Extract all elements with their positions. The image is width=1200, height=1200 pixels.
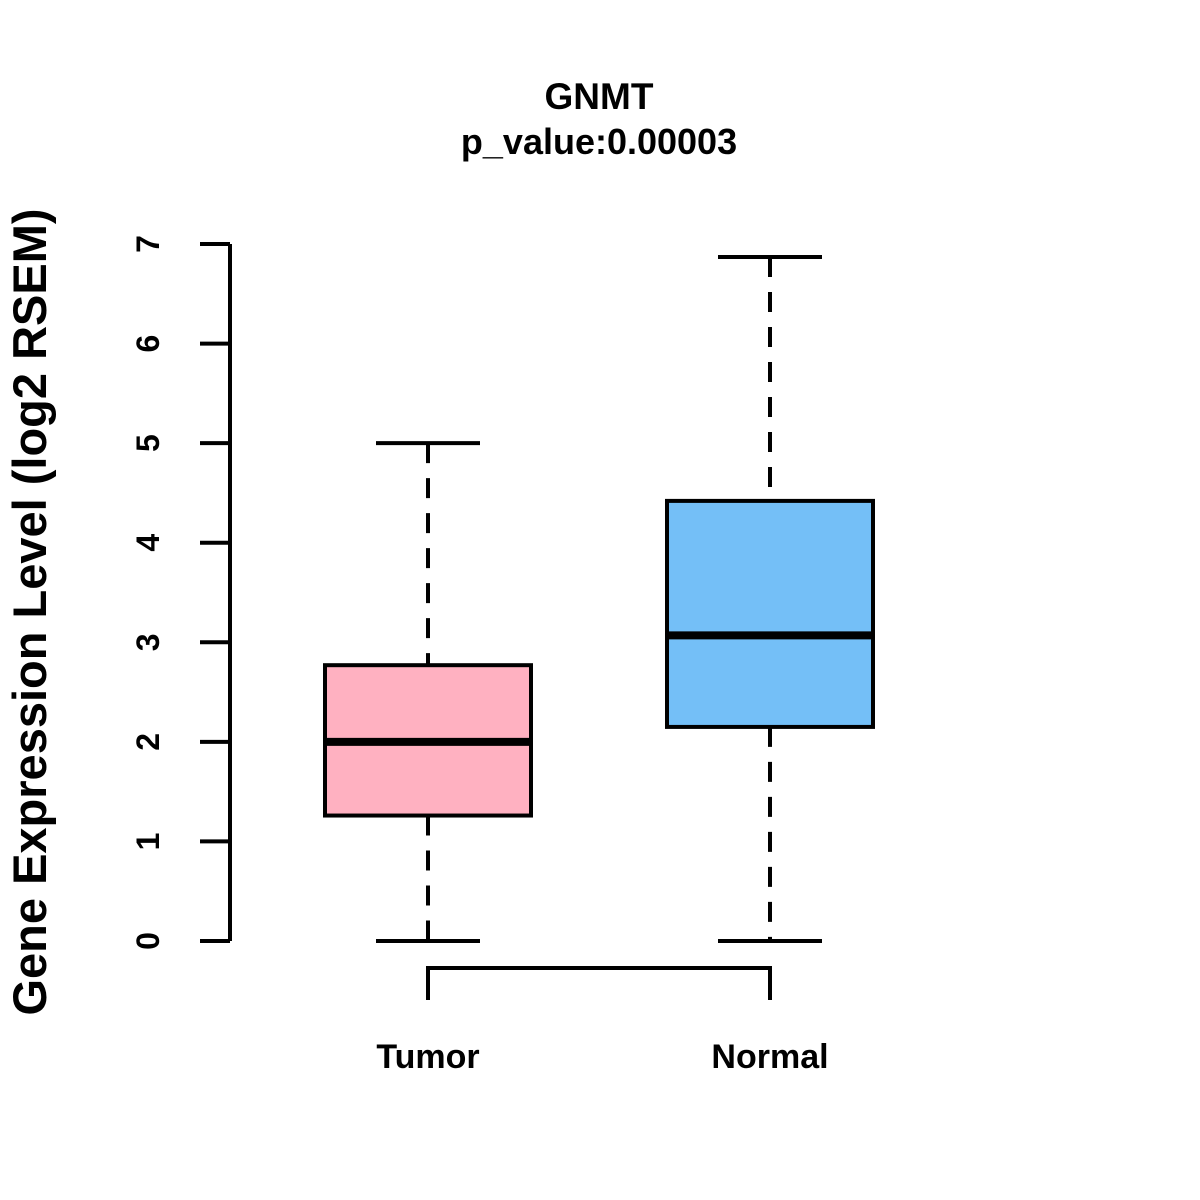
y-axis-tick-label: 6 — [130, 335, 166, 353]
y-axis-tick-label: 1 — [130, 833, 166, 851]
y-axis-tick-label: 7 — [130, 235, 166, 253]
y-axis-tick-label: 4 — [130, 534, 166, 552]
group-label-normal: Normal — [711, 1038, 829, 1076]
normal-box — [665, 498, 875, 729]
chart-title: GNMT — [544, 76, 654, 117]
y-axis-tick-label: 2 — [130, 733, 166, 751]
group-label-tumor: Tumor — [376, 1038, 480, 1076]
y-axis-tick-label: 5 — [130, 434, 166, 452]
y-axis-tick-label: 0 — [130, 932, 166, 950]
y-axis-tick-label: 3 — [130, 633, 166, 651]
chart-subtitle: p_value:0.00003 — [460, 121, 738, 162]
group-axis-bracket — [426, 966, 772, 1000]
